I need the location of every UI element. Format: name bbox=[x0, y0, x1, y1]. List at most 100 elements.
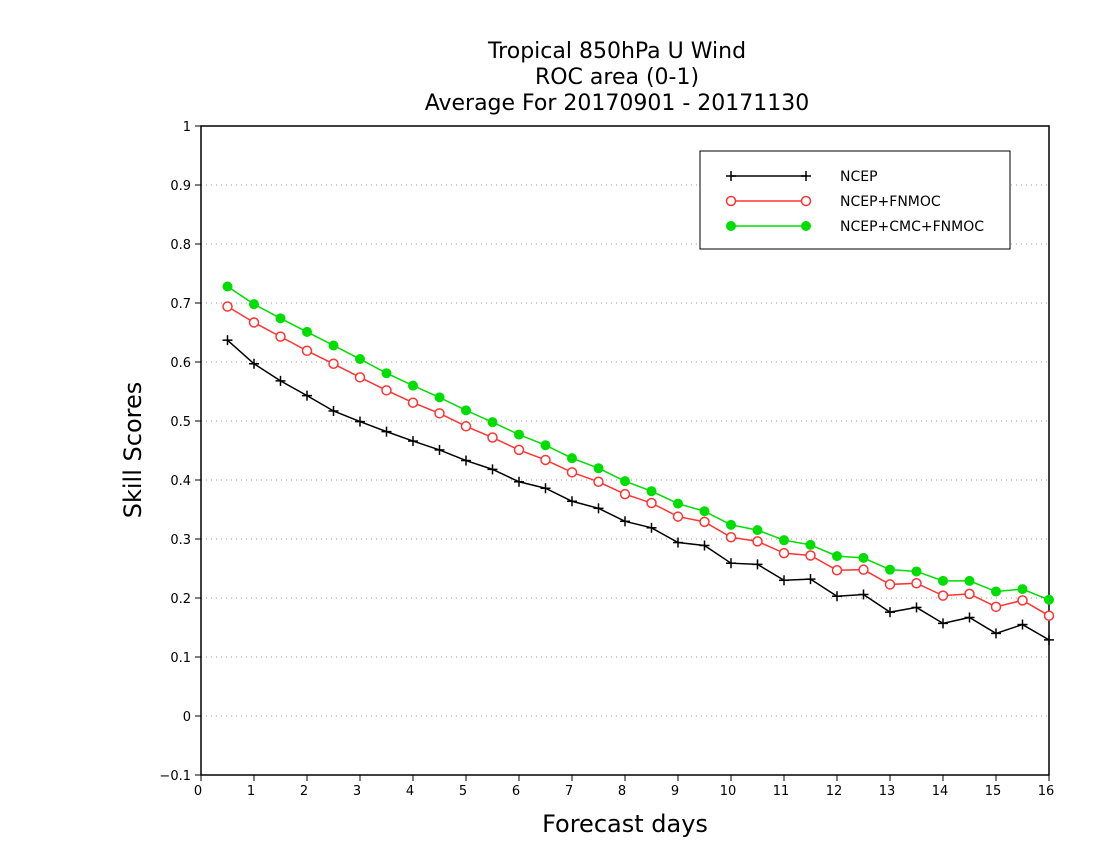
data-point bbox=[328, 358, 339, 370]
series-ncep-cmc-fnmoc bbox=[222, 281, 1054, 605]
data-point bbox=[540, 483, 551, 494]
legend-entries: NCEP NCEP+FNMOC NCEP+CMC+FNMOC bbox=[725, 169, 984, 235]
y-tick-label: 0.3 bbox=[170, 533, 191, 548]
data-point bbox=[1017, 584, 1028, 595]
data-point bbox=[540, 454, 551, 466]
data-point bbox=[302, 390, 312, 401]
data-point bbox=[832, 591, 842, 602]
y-tick-label: 0.4 bbox=[170, 474, 191, 489]
data-point bbox=[222, 281, 233, 292]
data-point bbox=[407, 397, 419, 408]
data-point bbox=[937, 590, 949, 601]
data-point bbox=[461, 405, 471, 416]
y-tick-label: 1 bbox=[183, 120, 191, 135]
data-point bbox=[302, 326, 312, 337]
data-point bbox=[620, 476, 630, 487]
data-point bbox=[248, 317, 260, 328]
x-axis-ticks: 0 1 2 3 4 5 6 7 8 9 10 11 12 13 14 15 16 bbox=[194, 775, 1054, 799]
data-point bbox=[434, 444, 445, 455]
data-point bbox=[646, 497, 657, 509]
data-point bbox=[964, 575, 975, 586]
x-tick-label: 0 bbox=[194, 784, 202, 799]
x-tick-label: 13 bbox=[879, 784, 896, 799]
data-point bbox=[991, 586, 1001, 597]
gridlines bbox=[201, 184, 1049, 717]
data-point bbox=[328, 340, 339, 351]
data-point bbox=[858, 552, 869, 563]
data-point bbox=[222, 301, 233, 312]
series-group bbox=[222, 281, 1055, 645]
data-point bbox=[275, 331, 286, 342]
data-point bbox=[832, 551, 842, 562]
data-point bbox=[858, 564, 869, 575]
data-point bbox=[567, 453, 577, 464]
data-point bbox=[752, 559, 763, 570]
legend-marker bbox=[726, 221, 736, 231]
x-tick-label: 1 bbox=[247, 784, 255, 799]
title-line-2: ROC area (0-1) bbox=[535, 65, 699, 90]
data-point bbox=[779, 575, 789, 586]
data-point bbox=[434, 408, 445, 419]
y-tick-label: 0 bbox=[183, 710, 191, 725]
x-tick-label: 6 bbox=[512, 784, 520, 799]
data-point bbox=[1044, 634, 1054, 645]
title-line-3: Average For 20170901 - 20171130 bbox=[425, 91, 810, 116]
data-point bbox=[593, 503, 604, 514]
data-point bbox=[593, 463, 604, 474]
data-point bbox=[222, 335, 233, 346]
series-ncep-fnmoc bbox=[222, 301, 1055, 621]
data-point bbox=[991, 628, 1001, 639]
data-point bbox=[328, 405, 339, 416]
data-point bbox=[1017, 595, 1028, 606]
y-tick-label: 0.2 bbox=[170, 592, 191, 607]
x-axis-label: Forecast days bbox=[542, 810, 708, 838]
data-point bbox=[566, 467, 578, 478]
x-tick-label: 9 bbox=[671, 784, 679, 799]
x-tick-label: 11 bbox=[773, 784, 790, 799]
data-point bbox=[408, 436, 418, 447]
y-tick-label: 0.6 bbox=[170, 356, 191, 371]
data-point bbox=[355, 416, 365, 427]
y-axis-ticks: −0.1 0 0.1 0.2 0.3 0.4 0.5 0.6 0.7 0.8 0.9 1 bbox=[159, 120, 201, 784]
x-tick-label: 2 bbox=[300, 784, 308, 799]
data-point bbox=[249, 358, 259, 369]
data-point bbox=[938, 618, 948, 629]
chart-title: Tropical 850hPa U Wind ROC area (0-1) Av… bbox=[425, 39, 810, 116]
legend-entry: NCEP+FNMOC bbox=[725, 194, 941, 210]
series-ncep bbox=[222, 335, 1054, 645]
data-point bbox=[805, 574, 816, 585]
y-tick-label: 0.5 bbox=[170, 415, 191, 430]
data-point bbox=[461, 455, 471, 466]
y-tick-label: 0.1 bbox=[170, 651, 191, 666]
legend-label: NCEP bbox=[840, 169, 878, 185]
legend-marker bbox=[725, 195, 737, 207]
data-point bbox=[1017, 619, 1028, 630]
y-tick-label: 0.8 bbox=[170, 238, 191, 253]
data-point bbox=[354, 372, 366, 383]
data-point bbox=[805, 539, 816, 550]
data-point bbox=[381, 385, 392, 396]
y-tick-label: −0.1 bbox=[159, 769, 191, 784]
data-point bbox=[990, 601, 1002, 613]
data-point bbox=[249, 299, 259, 310]
series-line bbox=[227, 305, 1050, 617]
data-point bbox=[964, 612, 975, 623]
series-line bbox=[227, 285, 1050, 601]
data-point bbox=[725, 531, 737, 543]
data-point bbox=[884, 579, 896, 590]
data-point bbox=[514, 476, 524, 487]
data-point bbox=[726, 558, 736, 569]
data-point bbox=[593, 476, 604, 488]
data-point bbox=[911, 566, 922, 577]
x-tick-label: 10 bbox=[720, 784, 737, 799]
data-point bbox=[275, 375, 286, 386]
y-axis-label: Skill Scores bbox=[119, 382, 147, 519]
legend-label: NCEP+FNMOC bbox=[840, 194, 941, 210]
legend-marker bbox=[801, 171, 811, 181]
data-point bbox=[646, 522, 657, 533]
y-tick-label: 0.7 bbox=[170, 297, 191, 312]
data-point bbox=[355, 354, 365, 365]
legend-marker bbox=[801, 221, 811, 231]
legend-box bbox=[699, 150, 1011, 250]
data-point bbox=[752, 525, 763, 536]
